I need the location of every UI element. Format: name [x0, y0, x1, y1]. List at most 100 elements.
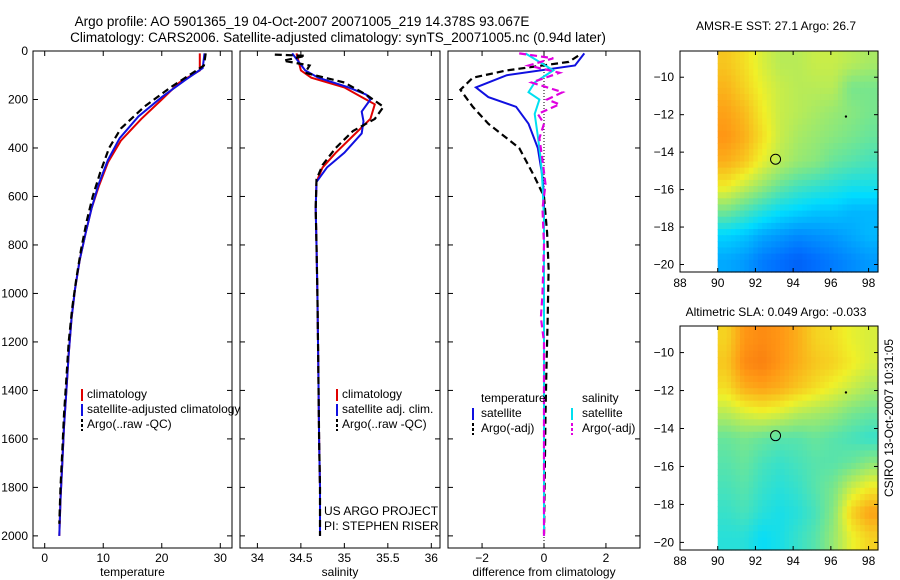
heatmap-cell — [771, 173, 777, 181]
heatmap-cell — [771, 506, 777, 514]
heatmap-cell — [855, 136, 861, 144]
heatmap-cell — [846, 51, 852, 58]
heatmap-cell — [820, 487, 826, 495]
heatmap-cell — [837, 350, 843, 358]
heatmap-cell — [873, 253, 879, 261]
heatmap-cell — [815, 143, 821, 150]
heatmap-cell — [860, 518, 866, 526]
heatmap-cell — [771, 438, 777, 445]
heatmap-cell — [771, 265, 777, 273]
heatmap-cell — [726, 475, 732, 483]
heatmap-cell — [837, 537, 843, 545]
heatmap-cell — [833, 518, 839, 526]
heatmap-cell — [855, 57, 861, 64]
heatmap-cell — [860, 543, 866, 551]
heatmap-cell — [824, 456, 830, 464]
heatmap-cell — [815, 326, 821, 333]
y-tick-label: −20 — [654, 535, 675, 549]
heatmap-cell — [829, 450, 835, 458]
heatmap-cell — [780, 500, 786, 508]
heatmap-cell — [748, 431, 754, 439]
heatmap-cell — [824, 369, 830, 377]
heatmap-cell — [780, 192, 786, 199]
heatmap-cell — [820, 350, 826, 358]
heatmap-cell — [735, 235, 741, 242]
heatmap-cell — [722, 431, 728, 439]
heatmap-cell — [869, 210, 875, 218]
heatmap-cell — [855, 235, 861, 242]
heatmap-cell — [717, 438, 723, 445]
heatmap-cell — [766, 186, 772, 193]
heatmap-cell — [726, 326, 732, 333]
heatmap-cell — [739, 136, 746, 144]
heatmap-cell — [788, 106, 794, 113]
heatmap-cell — [806, 431, 812, 439]
heatmap-cell — [731, 216, 737, 224]
heatmap-cell — [806, 357, 812, 364]
heatmap-cell — [806, 518, 812, 526]
heatmap-cell — [860, 494, 866, 501]
heatmap-cell — [864, 537, 870, 545]
heatmap-cell — [735, 363, 741, 371]
heatmap-cell — [784, 531, 790, 539]
heatmap-cell — [762, 363, 768, 371]
heatmap-cell — [855, 259, 861, 267]
heatmap-cell — [806, 369, 812, 377]
heatmap-cell — [860, 179, 866, 187]
heatmap-cell — [739, 75, 746, 83]
heatmap-cell — [855, 222, 861, 230]
heatmap-cell — [802, 438, 808, 445]
heatmap-cell — [869, 130, 875, 138]
heatmap-cell — [815, 216, 821, 224]
heatmap-cell — [766, 469, 772, 476]
heatmap-cell — [722, 332, 728, 340]
heatmap-cell — [837, 247, 843, 255]
heatmap-cell — [837, 124, 843, 132]
heatmap-cell — [815, 167, 821, 175]
heatmap-cell — [717, 400, 723, 408]
heatmap-cell — [797, 51, 803, 58]
heatmap-cell — [842, 394, 848, 402]
heatmap-cell — [806, 469, 812, 476]
heatmap-cell — [811, 81, 817, 89]
heatmap-cell — [842, 350, 848, 358]
heatmap-cell — [833, 525, 839, 532]
heatmap-cell — [824, 450, 830, 458]
heatmap-cell — [815, 69, 821, 77]
heatmap-cell — [731, 487, 737, 495]
heatmap-cell — [731, 338, 737, 346]
heatmap-cell — [824, 124, 830, 132]
heatmap-cell — [722, 124, 728, 132]
heatmap-cell — [869, 413, 875, 420]
heatmap-cell — [855, 413, 861, 420]
heatmap-cell — [815, 57, 821, 64]
heatmap-cell — [837, 106, 843, 113]
heatmap-cell — [775, 106, 781, 113]
heatmap-cell — [757, 51, 763, 58]
heatmap-cell — [739, 87, 746, 95]
heatmap-cell — [762, 438, 768, 445]
heatmap-cell — [775, 363, 781, 371]
heatmap-cell — [829, 247, 835, 255]
heatmap-cell — [784, 525, 790, 532]
heatmap-cell — [775, 136, 781, 144]
heatmap-cell — [726, 216, 732, 224]
heatmap-cell — [873, 525, 879, 532]
heatmap-cell — [722, 186, 728, 193]
heatmap-cell — [717, 494, 723, 501]
heatmap-cell — [748, 179, 754, 187]
heatmap-cell — [829, 161, 835, 169]
heatmap-cell — [829, 487, 835, 495]
heatmap-cell — [757, 81, 763, 89]
heatmap-cell — [739, 204, 746, 212]
heatmap-cell — [739, 525, 746, 532]
heatmap-cell — [829, 425, 835, 433]
heatmap-cell — [793, 357, 799, 364]
heatmap-cell — [753, 210, 759, 218]
heatmap-cell — [753, 247, 759, 255]
heatmap-cell — [717, 419, 723, 427]
reference-point-marker — [844, 115, 848, 118]
heatmap-cell — [820, 179, 826, 187]
heatmap-cell — [806, 253, 812, 261]
heatmap-cell — [846, 81, 852, 89]
